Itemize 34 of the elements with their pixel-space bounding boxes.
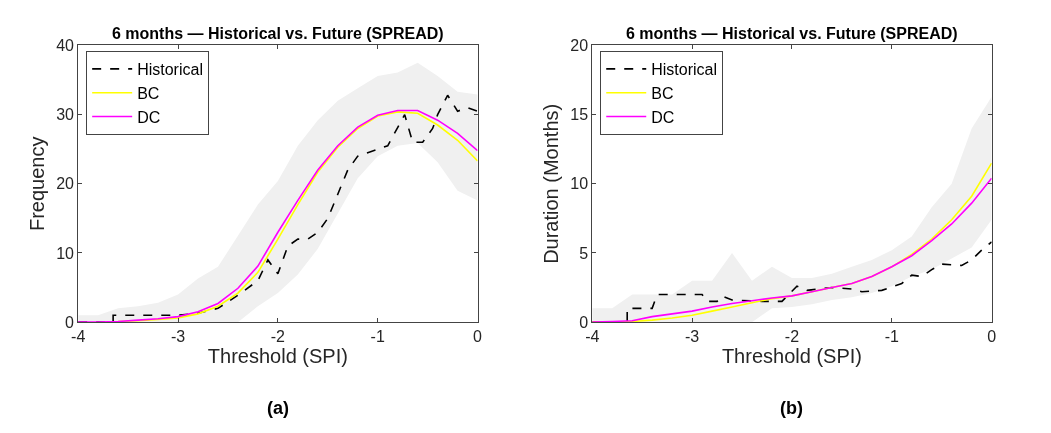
x-axis-title: Threshold (SPI): [207, 345, 348, 368]
y-tick-label: 20: [570, 37, 589, 55]
x-tick-label: -4: [71, 328, 86, 346]
y-axis-title: Frequency: [25, 136, 48, 232]
x-tick-label: -3: [684, 328, 700, 346]
legend-label: DC: [651, 108, 675, 126]
x-tick-label: -1: [370, 328, 385, 346]
y-tick-label: 0: [65, 313, 75, 331]
legend-label: Historical: [137, 61, 203, 79]
y-tick-label: 20: [56, 175, 75, 193]
x-tick-label: 0: [987, 328, 997, 346]
legend-label: Historical: [651, 61, 718, 79]
chart-title: 6 months — Historical vs. Future (SPREAD): [112, 25, 444, 42]
legend-label: BC: [137, 84, 160, 102]
y-tick-label: 30: [56, 106, 75, 124]
chart-title: 6 months — Historical vs. Future (SPREAD): [626, 25, 958, 42]
y-tick-label: 15: [570, 106, 589, 124]
y-tick-label: 10: [570, 175, 589, 193]
x-tick-label: -3: [170, 328, 186, 346]
legend-label: DC: [137, 108, 161, 126]
x-tick-label: -2: [270, 328, 286, 346]
y-tick-label: 0: [579, 313, 589, 331]
text: (b): [780, 398, 803, 418]
x-tick-label: -2: [784, 328, 800, 346]
y-tick-label: 5: [579, 244, 589, 262]
x-tick-label: -4: [585, 328, 600, 346]
y-tick-label: 40: [56, 37, 75, 55]
y-axis-title: Duration (Months): [539, 103, 562, 264]
x-tick-label: 0: [473, 328, 483, 346]
x-tick-label: -1: [884, 328, 899, 346]
legend-label: BC: [651, 84, 674, 102]
y-tick-label: 10: [56, 244, 75, 262]
text: (a): [267, 398, 289, 418]
x-axis-title: Threshold (SPI): [721, 345, 862, 368]
